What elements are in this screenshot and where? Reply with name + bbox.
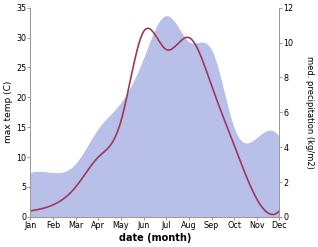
Y-axis label: med. precipitation (kg/m2): med. precipitation (kg/m2) [305, 56, 314, 169]
X-axis label: date (month): date (month) [119, 233, 191, 243]
Y-axis label: max temp (C): max temp (C) [4, 81, 13, 144]
